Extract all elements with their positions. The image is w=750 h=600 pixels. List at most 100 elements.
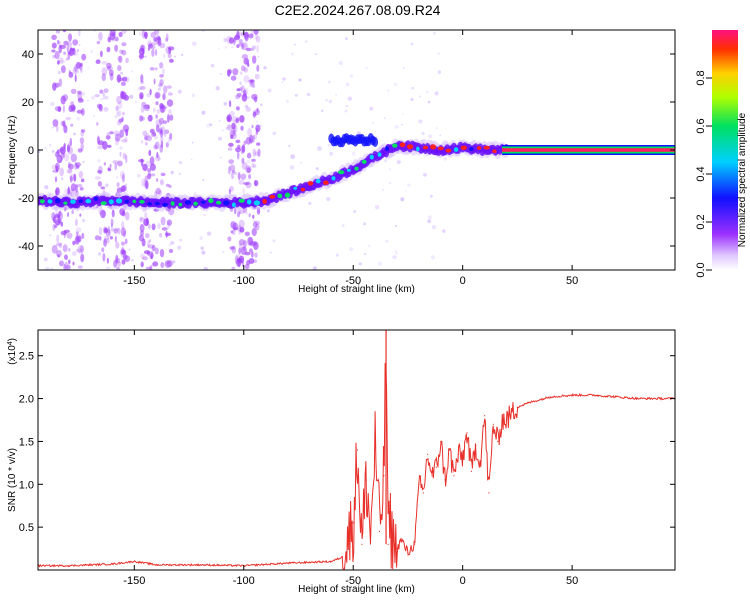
- x-tick-label: -150: [123, 575, 145, 587]
- noise-speckle: [180, 53, 184, 57]
- y-tick-label: 1.0: [19, 479, 34, 491]
- noise-speckle: [107, 168, 112, 172]
- noise-speckle: [120, 249, 127, 258]
- noise-speckle: [353, 210, 357, 213]
- noise-speckle: [60, 177, 64, 180]
- ridge-blob: [108, 199, 114, 205]
- noise-speckle: [63, 143, 66, 149]
- noise-speckle: [57, 39, 60, 45]
- noise-speckle: [150, 42, 157, 46]
- noise-speckle: [252, 111, 257, 117]
- noise-speckle: [63, 51, 67, 55]
- noise-speckle: [120, 249, 126, 255]
- snr-data-point: [435, 466, 437, 468]
- noise-speckle: [219, 72, 222, 75]
- noise-speckle: [72, 261, 75, 266]
- snr-data-point: [593, 394, 595, 396]
- noise-speckle: [251, 93, 258, 100]
- noise-speckle: [245, 211, 249, 215]
- chart-title: C2E2.2024.267.08.09.R24: [274, 2, 441, 18]
- noise-speckle: [219, 156, 222, 159]
- noise-speckle: [115, 254, 119, 264]
- noise-speckle: [121, 30, 127, 35]
- noise-speckle: [97, 181, 102, 187]
- noise-speckle: [97, 159, 101, 163]
- noise-speckle: [233, 171, 237, 175]
- noise-speckle: [121, 259, 126, 265]
- noise-speckle: [254, 252, 258, 258]
- snr-data-point: [492, 423, 494, 425]
- noise-speckle: [75, 231, 79, 235]
- noise-speckle: [116, 111, 121, 116]
- noise-speckle: [155, 101, 159, 106]
- noise-speckle: [51, 212, 56, 221]
- noise-speckle: [252, 164, 257, 168]
- noise-speckle: [140, 261, 144, 268]
- snr-data-point: [155, 564, 157, 566]
- noise-speckle: [44, 185, 49, 190]
- noise-speckle: [162, 68, 165, 76]
- snr-data-point: [470, 470, 472, 472]
- noise-speckle: [223, 102, 228, 106]
- noise-speckle: [147, 240, 150, 249]
- noise-speckle: [116, 261, 121, 267]
- noise-speckle: [81, 53, 87, 61]
- noise-speckle: [166, 85, 172, 89]
- noise-speckle: [105, 266, 110, 270]
- noise-speckle: [252, 134, 255, 143]
- noise-speckle: [223, 38, 228, 42]
- ridge-blob: [147, 202, 153, 206]
- noise-speckle: [120, 81, 126, 86]
- ridge-blob: [453, 147, 459, 153]
- noise-speckle: [138, 53, 145, 59]
- noise-speckle: [69, 173, 75, 181]
- noise-speckle: [252, 148, 256, 157]
- noise-speckle: [160, 172, 166, 177]
- noise-speckle: [411, 86, 415, 90]
- noise-speckle: [122, 111, 125, 116]
- noise-speckle: [231, 46, 233, 49]
- noise-speckle: [116, 120, 122, 126]
- noise-speckle: [241, 42, 248, 51]
- noise-speckle: [159, 179, 164, 186]
- snr-data-point: [505, 419, 507, 421]
- noise-speckle: [147, 40, 152, 47]
- noise-speckle: [145, 266, 152, 270]
- snr-data-point: [637, 398, 639, 400]
- noise-speckle: [56, 242, 62, 247]
- noise-speckle: [64, 188, 69, 194]
- noise-speckle: [56, 156, 61, 161]
- noise-speckle: [147, 114, 153, 122]
- ridge-blob: [300, 187, 306, 192]
- ridge-blob: [293, 186, 298, 190]
- noise-speckle: [168, 109, 172, 115]
- noise-speckle: [67, 186, 70, 195]
- noise-speckle: [121, 91, 127, 100]
- colorbar-tick-label: 0.8: [695, 70, 707, 85]
- noise-speckle: [131, 70, 134, 73]
- noise-speckle: [69, 137, 73, 147]
- noise-speckle: [374, 204, 380, 210]
- noise-speckle: [134, 100, 138, 104]
- noise-speckle: [167, 136, 172, 143]
- noise-speckle: [100, 209, 106, 219]
- ridge-blob: [200, 200, 206, 204]
- noise-speckle: [120, 170, 125, 180]
- noise-speckle: [231, 266, 236, 270]
- noise-speckle: [101, 73, 107, 82]
- noise-speckle: [139, 115, 143, 122]
- ridge-blob: [55, 198, 61, 204]
- noise-speckle: [384, 117, 386, 119]
- noise-speckle: [148, 223, 151, 230]
- colorbar-tick-label: 0.4: [695, 166, 707, 181]
- noise-speckle: [247, 236, 253, 246]
- noise-speckle: [67, 40, 72, 48]
- noise-speckle: [62, 244, 68, 253]
- noise-speckle: [281, 81, 284, 84]
- noise-speckle: [68, 104, 74, 113]
- noise-speckle: [161, 227, 168, 231]
- noise-speckle: [77, 265, 83, 269]
- noise-speckle: [72, 66, 79, 75]
- noise-speckle: [115, 175, 119, 179]
- noise-speckle: [111, 213, 116, 217]
